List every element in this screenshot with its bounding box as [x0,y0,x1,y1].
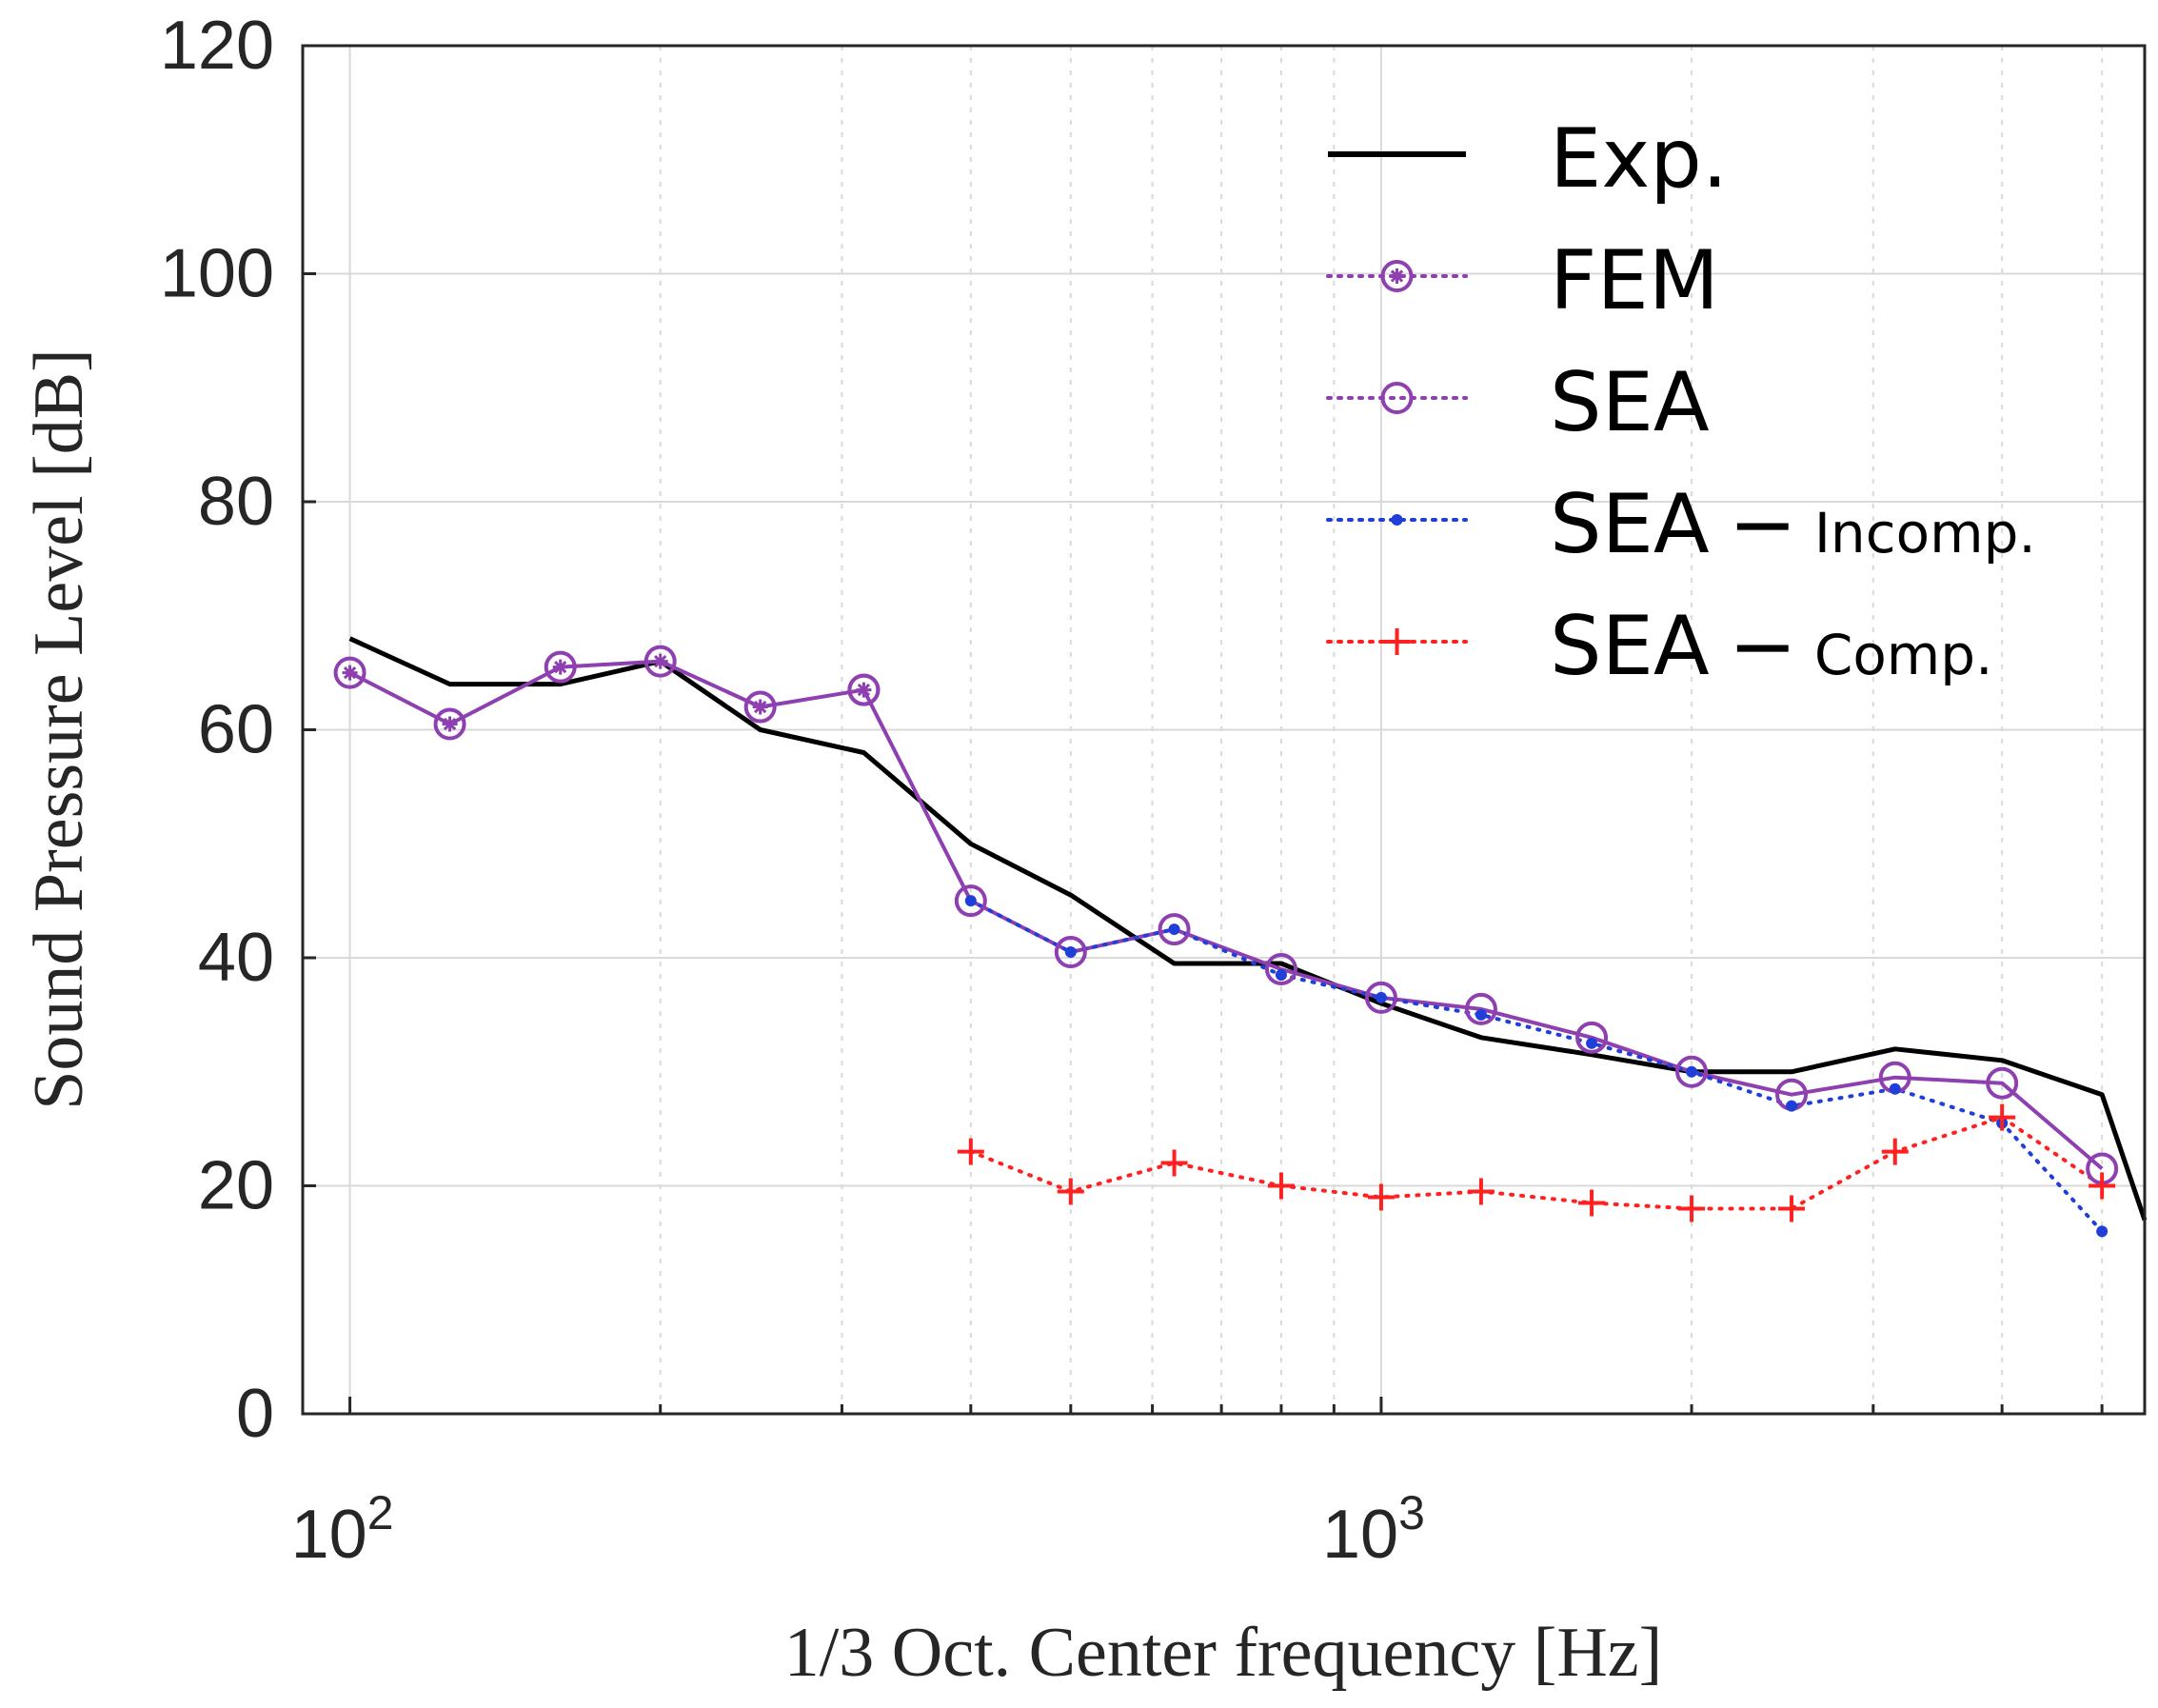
series-1-point [433,707,466,741]
series-3-point [1586,1037,1598,1049]
series-4-point [1160,1149,1188,1177]
x-axis-title: 1/3 Oct. Center frequency [Hz] [784,1614,1663,1692]
series-1-point-star [856,682,872,698]
y-tick-label: 20 [198,1148,274,1224]
series-line-3 [968,899,2105,1234]
series-3-point [1889,1082,1901,1095]
series-4-point [1057,1178,1084,1205]
series-3-point [1275,968,1287,981]
series-3-point [1168,924,1180,936]
series-1-point-star [442,716,458,732]
series-2-point [1464,992,1497,1025]
series-1-point-star [552,659,568,675]
series-3-point [964,895,977,907]
series-2-point [1158,913,1191,946]
series-3-point [1475,1008,1487,1021]
legend-marker-1-star [1389,268,1405,284]
x-tick-label: 103 [1322,1486,1425,1573]
series-2-point [1675,1055,1709,1088]
legend-label-4: SEA − Comp. [1550,599,1993,694]
legend: Exp. FEM SEA SEA − Incomp. SEA − Comp. [1326,111,2036,694]
y-tick-label: 40 [198,920,274,996]
series-line-4 [968,1115,2105,1211]
series-3-point [2096,1225,2109,1238]
series-4-point [2089,1172,2116,1200]
axis-ticks: 0 20 40 60 80 100 120 102 103 [160,8,2104,1573]
y-tick-label: 80 [198,464,274,540]
series-4-point [1678,1195,1706,1222]
legend-marker-4 [1383,628,1411,655]
legend-label-2: SEA [1550,355,1710,450]
legend-marker-2 [1380,382,1414,414]
legend-label-1: FEM [1550,233,1719,328]
series-3-point [1064,946,1077,959]
series-2-point [1054,936,1087,969]
series-4-point [1367,1183,1395,1211]
series-3-point [1786,1100,1798,1112]
series-markers [333,645,2119,1238]
y-tick-label: 100 [160,236,274,312]
series-1-point-star [752,699,768,715]
legend-marker-3 [1391,514,1403,526]
series-4-point [1467,1178,1495,1205]
legend-marker-1 [1380,260,1414,292]
series-4-point [1267,1172,1295,1200]
series-3-point [1375,991,1387,1003]
series-line-1 [348,659,864,726]
series-4-point [957,1138,984,1165]
series-4-point [1989,1103,2016,1131]
y-tick-label: 0 [236,1376,274,1452]
series-1-point [743,690,777,724]
series-2-point [847,673,881,706]
y-axis-title: Sound Pressure Level [dB] [20,348,98,1109]
y-tick-label: 60 [198,692,274,768]
series-2-point [1575,1021,1609,1054]
x-tick-label: 102 [291,1486,394,1573]
y-tick-label: 120 [160,8,274,84]
series-2-point [1264,952,1297,985]
series-1-point-star [652,653,668,669]
series-1-point [333,656,366,689]
legend-label-3: SEA − Incomp. [1550,477,2036,572]
series-2-point [1364,981,1397,1014]
series-4-point [1881,1138,1909,1165]
series-4-point [1778,1195,1806,1222]
series-4-point [1578,1189,1606,1217]
legend-label-0: Exp. [1550,111,1728,207]
series-1-point [643,645,677,678]
series-2-point [1986,1066,2019,1100]
series-1-point-star [342,665,358,681]
series-2-point [954,884,987,918]
series-1-point [544,650,577,684]
series-3-point [1686,1065,1698,1078]
